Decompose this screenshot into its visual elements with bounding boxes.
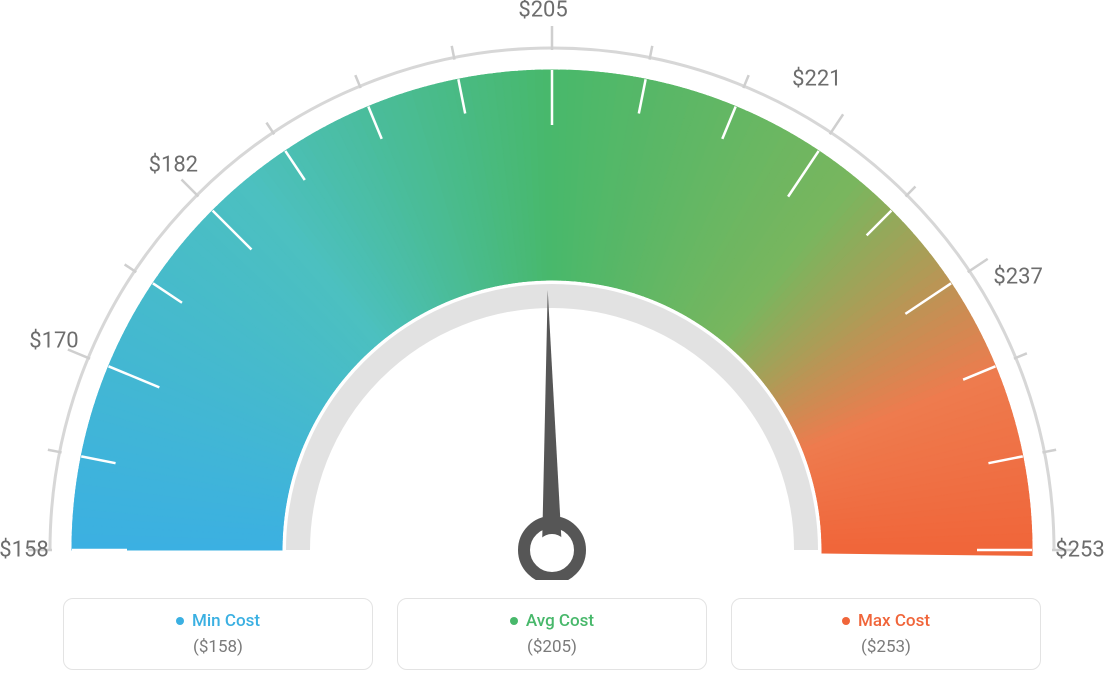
legend-card-max: Max Cost ($253) [731,598,1041,670]
legend-row: Min Cost ($158) Avg Cost ($205) Max Cost… [63,598,1041,670]
gauge-tick-label: $170 [29,329,78,354]
legend-avg-top: Avg Cost [510,611,594,631]
cost-gauge: $158$170$182$205$221$237$253 [22,20,1082,580]
needle-ring-hole [536,534,568,566]
dot-max-icon [842,617,850,625]
tick-outer [830,114,843,134]
legend-max-top: Max Cost [842,611,930,631]
gauge-tick-label: $237 [993,265,1042,290]
tick-outer [125,264,137,272]
legend-max-label: Max Cost [858,611,930,631]
legend-min-label: Min Cost [192,611,260,631]
legend-min-value: ($158) [193,637,243,657]
dot-min-icon [176,617,184,625]
dot-avg-icon [510,617,518,625]
gauge-tick-label: $182 [149,153,198,178]
tick-outer [266,123,274,135]
legend-avg-label: Avg Cost [526,611,594,631]
gauge-tick-label: $221 [792,67,841,92]
gauge-needle [542,290,562,550]
legend-card-avg: Avg Cost ($205) [397,598,707,670]
gauge-svg [22,20,1082,580]
legend-max-value: ($253) [861,637,911,657]
tick-outer [181,179,198,196]
tick-outer [968,259,988,272]
legend-card-min: Min Cost ($158) [63,598,373,670]
gauge-tick-label: $205 [518,0,567,23]
tick-outer [906,187,916,197]
gauge-tick-label: $253 [1055,538,1104,563]
legend-min-top: Min Cost [176,611,260,631]
legend-avg-value: ($205) [527,637,577,657]
gauge-tick-label: $158 [0,538,49,563]
